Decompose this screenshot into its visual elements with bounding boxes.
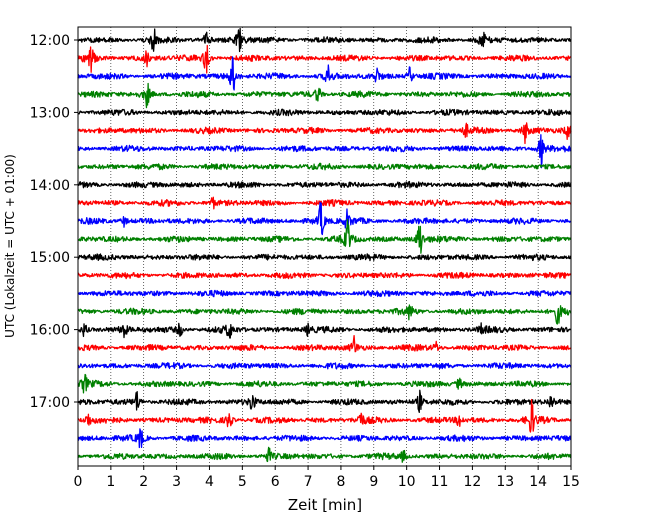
x-axis-ticks: 0 1 2 3 4 5 6 7 8 9 10 11 12 13 14 15 xyxy=(74,466,580,490)
trace-line xyxy=(77,271,572,280)
trace-line xyxy=(77,218,572,254)
x-tick-label: 4 xyxy=(205,474,214,490)
trace-line xyxy=(77,180,572,189)
trace-line xyxy=(77,304,572,325)
y-tick-label: 15:00 xyxy=(30,250,70,266)
y-axis-title: UTC (Lokalzeit = UTC + 01:00) xyxy=(3,154,17,338)
trace-line xyxy=(77,162,572,171)
y-tick-label: 16:00 xyxy=(30,323,70,339)
x-tick-label: 2 xyxy=(139,474,148,490)
trace-line xyxy=(77,389,572,413)
x-tick-label: 0 xyxy=(74,474,83,490)
plot-frame xyxy=(77,26,572,467)
x-tick-label: 10 xyxy=(398,474,416,490)
seismogram-traces xyxy=(77,27,572,463)
trace-line xyxy=(77,44,572,74)
trace-line xyxy=(77,253,572,262)
y-tick-label: 12:00 xyxy=(30,33,70,49)
x-tick-label: 3 xyxy=(172,474,181,490)
trace-line xyxy=(77,134,572,169)
y-tick-label: 17:00 xyxy=(30,395,70,411)
x-tick-label: 1 xyxy=(106,474,115,490)
x-tick-label: 11 xyxy=(431,474,449,490)
trace-line xyxy=(77,196,572,210)
trace-line xyxy=(77,108,572,117)
x-tick-label: 7 xyxy=(304,474,313,490)
trace-line xyxy=(77,122,572,145)
x-tick-label: 13 xyxy=(496,474,514,490)
trace-line xyxy=(77,373,572,394)
x-tick-label: 8 xyxy=(336,474,345,490)
vertical-grid xyxy=(110,27,539,466)
x-tick-label: 15 xyxy=(562,474,580,490)
trace-line xyxy=(77,398,572,433)
trace-line xyxy=(77,322,572,339)
trace-line xyxy=(77,289,572,298)
x-tick-label: 12 xyxy=(463,474,481,490)
trace-line xyxy=(77,82,572,109)
x-axis-title: Zeit [min] xyxy=(288,496,362,514)
y-tick-label: 14:00 xyxy=(30,178,70,194)
x-tick-label: 14 xyxy=(529,474,547,490)
trace-line xyxy=(77,27,572,53)
trace-line xyxy=(77,446,572,463)
trace-line xyxy=(77,201,572,236)
y-axis-ticks: 12:00 13:00 14:00 15:00 16:00 17:00 xyxy=(30,33,78,411)
x-tick-label: 6 xyxy=(271,474,280,490)
x-tick-label: 5 xyxy=(238,474,247,490)
y-tick-label: 13:00 xyxy=(30,105,70,121)
trace-line xyxy=(77,428,572,449)
trace-line xyxy=(77,334,572,353)
trace-line xyxy=(77,362,572,370)
trace-line xyxy=(77,56,572,91)
x-tick-label: 9 xyxy=(369,474,378,490)
